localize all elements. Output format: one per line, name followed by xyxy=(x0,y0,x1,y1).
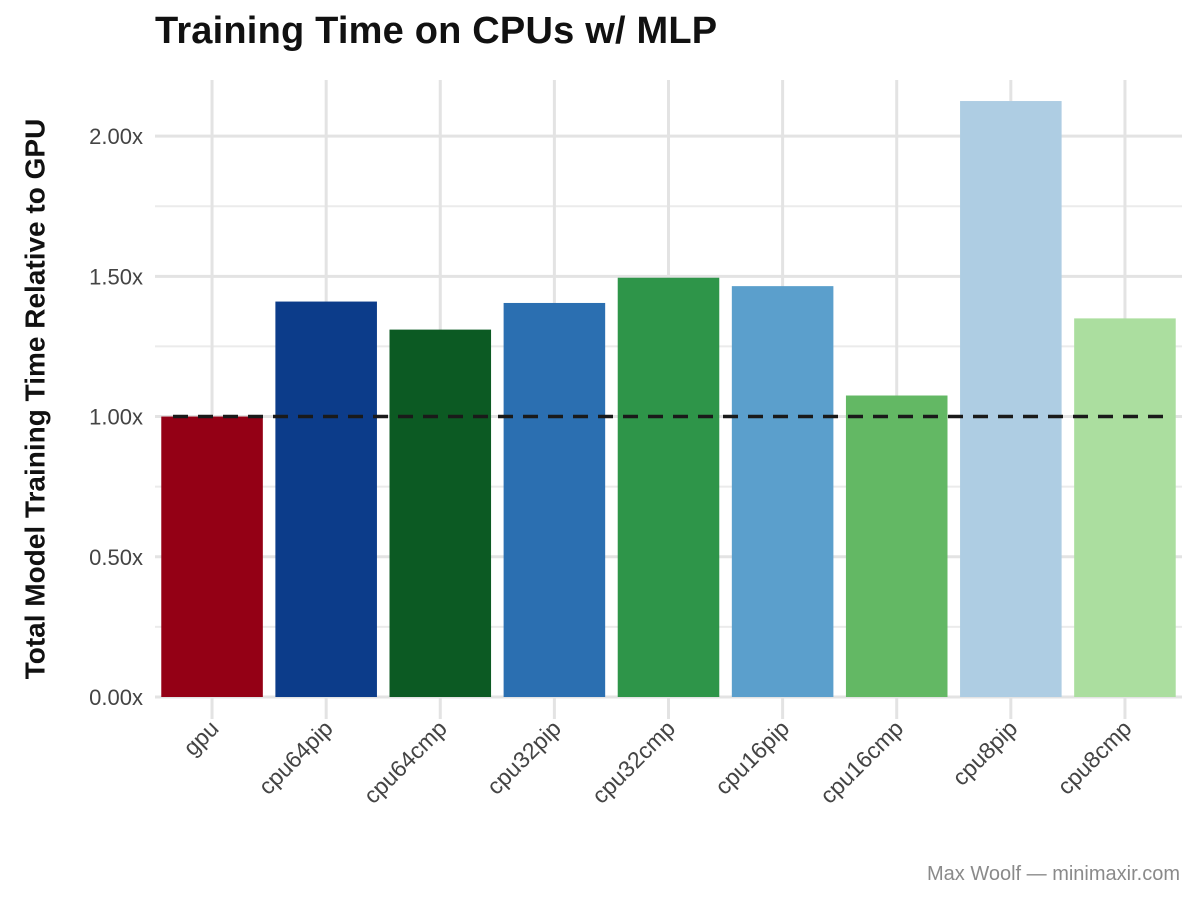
x-tick-label: cpu32pip xyxy=(482,715,566,799)
chart-title: Training Time on CPUs w/ MLP xyxy=(155,10,718,52)
x-tick-label: cpu8pip xyxy=(947,715,1022,790)
x-tick-label: cpu16cmp xyxy=(815,715,908,808)
bar-cpu32pip xyxy=(503,302,606,697)
bar-cpu64pip xyxy=(275,301,377,697)
y-tick-label: 0.00x xyxy=(89,685,143,710)
bar-gpu xyxy=(161,416,263,697)
bar-cpu8pip xyxy=(960,101,1062,698)
x-tick-label: cpu8cmp xyxy=(1052,715,1136,799)
x-tick-label: cpu32cmp xyxy=(587,715,680,808)
bar-cpu16pip xyxy=(731,286,834,697)
x-tick-label: cpu16pip xyxy=(710,715,794,799)
y-tick-label: 1.50x xyxy=(89,264,143,289)
x-tick-label: cpu64cmp xyxy=(358,715,451,808)
bar-cpu8cmp xyxy=(1074,318,1176,697)
caption: Max Woolf — minimaxir.com xyxy=(926,863,1180,885)
y-tick-label: 2.00x xyxy=(89,124,143,149)
x-tick-label: cpu64pip xyxy=(253,715,337,799)
y-tick-label: 0.50x xyxy=(89,545,143,570)
x-tick-label: gpu xyxy=(178,715,224,761)
y-tick-label: 1.00x xyxy=(89,405,143,430)
bar-cpu16cmp xyxy=(845,395,948,697)
bar-cpu32cmp xyxy=(617,277,720,697)
bar-cpu64cmp xyxy=(389,329,492,697)
